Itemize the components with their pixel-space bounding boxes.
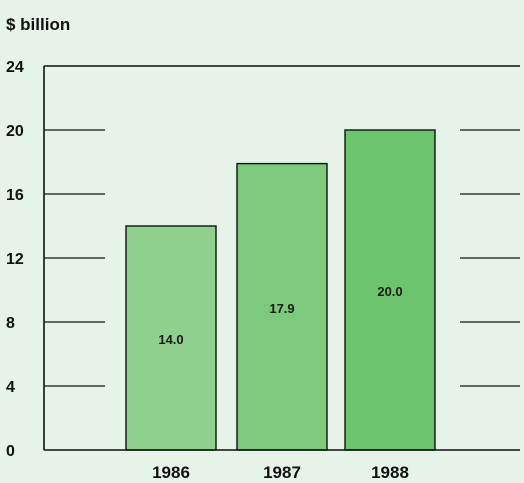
y-tick-label-0: 0 — [6, 443, 15, 460]
data-label-1988: 20.0 — [377, 284, 402, 299]
y-tick-label-20: 20 — [6, 123, 24, 140]
x-category-label-1988: 1988 — [371, 463, 409, 482]
data-label-1987: 17.9 — [269, 301, 294, 316]
y-unit-label: $ billion — [6, 15, 70, 34]
bar-1987 — [236, 162, 328, 451]
axes — [43, 65, 520, 451]
y-tick-label-16: 16 — [6, 187, 24, 204]
y-tick-label-12: 12 — [6, 251, 24, 268]
x-category-label-1986: 1986 — [152, 463, 190, 482]
gridlines — [44, 129, 520, 387]
x-category-label-1987: 1987 — [263, 463, 301, 482]
y-tick-label-24: 24 — [6, 59, 24, 76]
labels: 0 4 8 12 16 20 24 14.0 1986 17.9 1987 20.0 1988 — [6, 59, 409, 482]
bar-1988 — [344, 129, 436, 451]
bars — [125, 129, 436, 451]
y-tick-label-4: 4 — [6, 379, 15, 396]
bar-1986 — [125, 225, 217, 451]
y-tick-label-8: 8 — [6, 315, 15, 332]
data-label-1986: 14.0 — [158, 332, 183, 347]
